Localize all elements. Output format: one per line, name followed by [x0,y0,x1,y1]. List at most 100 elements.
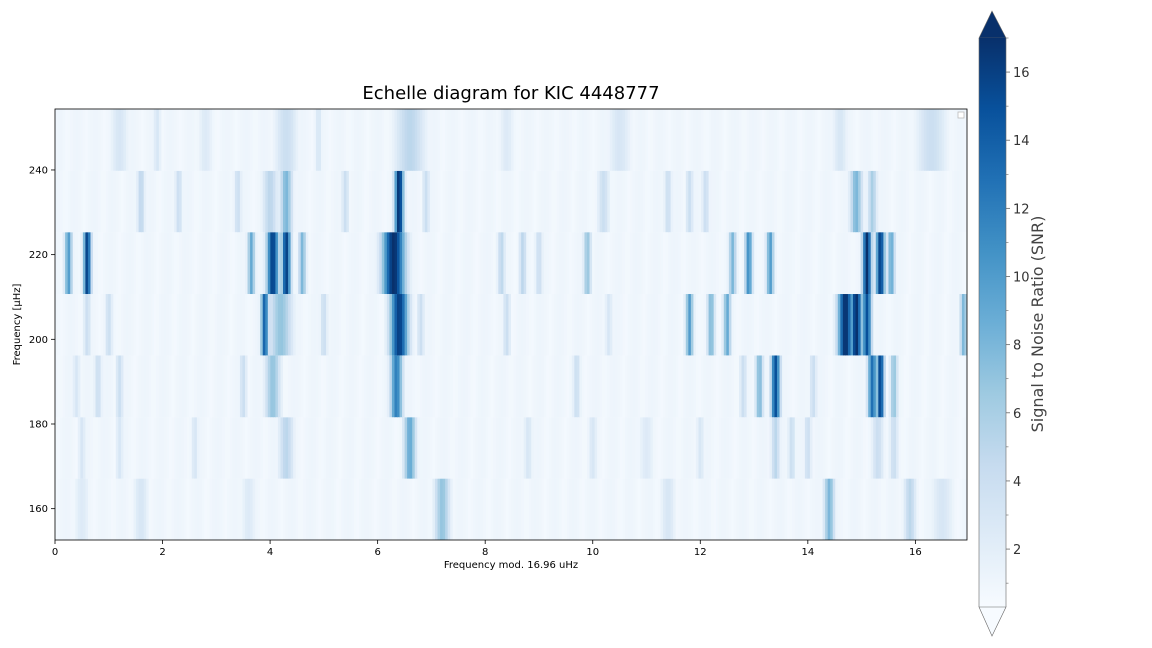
heatmap-cell [650,294,654,356]
heatmap-cell [348,109,352,171]
heatmap-cell [310,109,314,171]
heatmap-cell [739,232,743,295]
heatmap-cell [229,109,233,171]
heatmap-cell [346,355,350,418]
heatmap-cell [85,355,89,418]
heatmap-cell [929,232,933,295]
heatmap-cell [571,109,575,171]
heatmap-cell [695,355,700,418]
heatmap-cell [675,232,679,295]
heatmap-cell [619,294,624,356]
heatmap-cell [483,355,487,418]
heatmap-cell [847,170,852,233]
heatmap-cell [257,232,261,295]
heatmap-cell [860,170,864,233]
heatmap-cell [602,232,606,295]
heatmap-cell [267,417,271,479]
heatmap-cell [442,294,446,356]
heatmap-cell [308,355,312,418]
heatmap-cell [133,478,137,540]
heatmap-cell [885,232,890,295]
heatmap-cell [523,478,527,540]
heatmap-cell [55,417,59,479]
heatmap-cell [878,170,882,233]
heatmap-cell [239,355,244,418]
heatmap-cell [391,170,396,233]
heatmap-cell [858,109,862,171]
heatmap-cell [303,355,307,418]
heatmap-cell [587,478,591,540]
heatmap-cell [176,170,180,233]
heatmap-cell [832,294,836,356]
heatmap-cell [592,417,596,479]
heatmap-cell [376,417,380,479]
heatmap-cell [131,355,135,418]
heatmap-cell [723,294,727,356]
heatmap-cell [277,294,282,356]
heatmap-cell [222,355,226,418]
heatmap-cell [95,170,99,233]
heatmap-cell [65,170,69,233]
heatmap-cell [490,109,494,171]
heatmap-cell [260,355,264,418]
heatmap-cell [427,170,431,233]
heatmap-cell [538,355,542,418]
heatmap-cell [310,232,314,295]
heatmap-cell [478,109,482,171]
heatmap-cell [429,294,434,356]
heatmap-cell [212,478,216,540]
heatmap-cell [536,417,540,479]
heatmap-cell [584,478,588,540]
heatmap-cell [665,170,669,233]
heatmap-cell [663,109,667,171]
heatmap-cell [875,294,879,356]
heatmap-cell [300,109,304,171]
heatmap-cell [918,294,922,356]
heatmap-cell [680,232,684,295]
heatmap-cell [936,232,940,295]
heatmap-cell [184,417,188,479]
heatmap-cell [688,109,692,171]
heatmap-cell [569,355,573,418]
heatmap-cell [212,170,216,233]
heatmap-cell [480,478,484,540]
heatmap-cell [941,294,945,356]
heatmap-cell [784,478,788,540]
heatmap-cell [115,478,119,540]
heatmap-cell [473,355,477,418]
heatmap-cell [414,355,418,418]
heatmap-cell [98,417,102,479]
heatmap-cell [204,355,208,418]
heatmap-cell [663,355,667,418]
heatmap-cell [761,417,765,479]
heatmap-cell [934,294,938,356]
heatmap-cell [807,170,811,233]
heatmap-cell [280,170,284,233]
heatmap-cell [574,170,578,233]
heatmap-cell [498,170,502,233]
heatmap-cell [941,109,945,171]
heatmap-cell [113,170,117,233]
heatmap-cell [432,478,436,540]
heatmap-cell [508,294,512,356]
heatmap-cell [148,170,152,233]
heatmap-cell [853,355,857,418]
heatmap-cell [87,109,92,171]
heatmap-cell [85,170,89,233]
heatmap-cell [850,478,854,540]
heatmap-cell [523,294,527,356]
heatmap-cell [564,170,568,233]
heatmap-cell [746,294,750,356]
heatmap-cell [632,478,636,540]
heatmap-cell [283,170,287,233]
heatmap-cell [100,478,104,540]
heatmap-cell [493,294,497,356]
heatmap-cell [584,355,588,418]
heatmap-cell [513,109,517,171]
heatmap-cell [688,170,692,233]
heatmap-cell [171,355,175,418]
colorbar-tick-label: 4 [1013,475,1021,490]
heatmap-cell [685,417,689,479]
heatmap-cell [744,417,748,479]
heatmap-cell [138,417,142,479]
